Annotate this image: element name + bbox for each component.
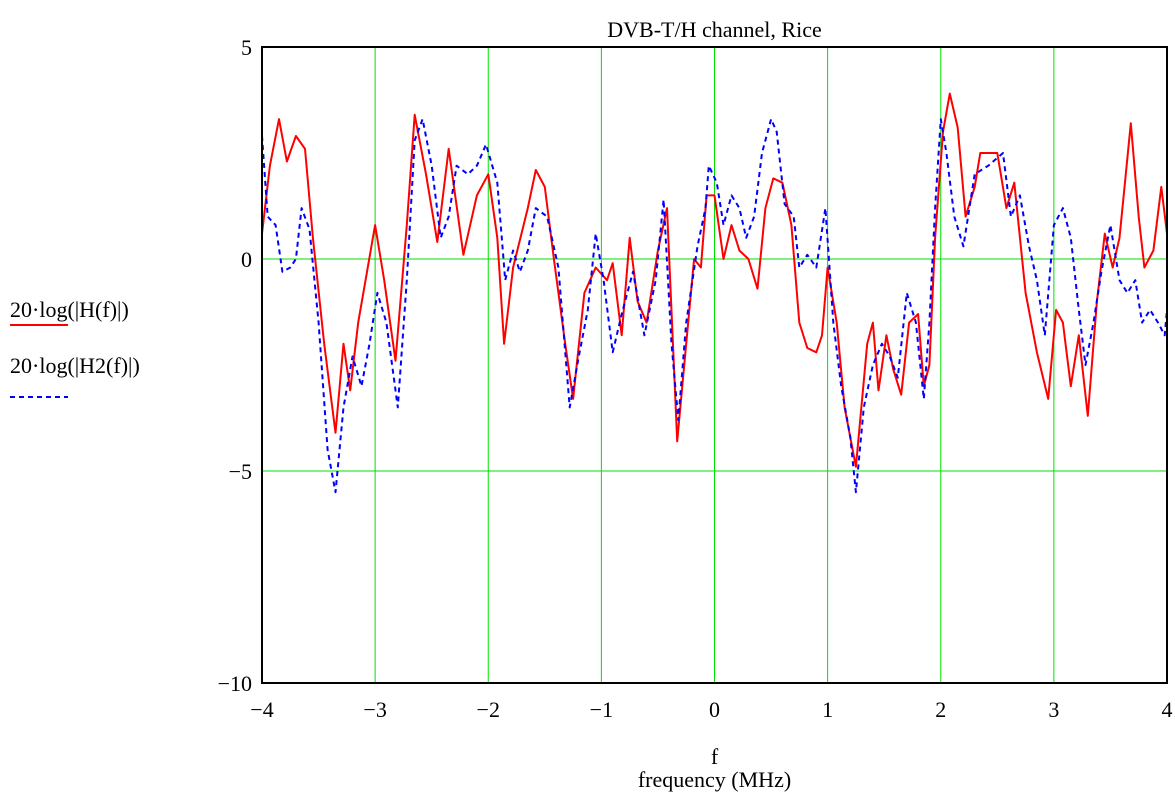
legend-label-series-1: 20·log(|H(f)|) — [10, 297, 129, 322]
x-tick-label: 3 — [1048, 697, 1059, 722]
x-axis-label: f — [711, 744, 719, 769]
series-layer — [261, 92, 1168, 494]
series-line-2 — [261, 118, 1168, 494]
legend: 20·log(|H(f)|) 20·log(|H2(f)|) — [10, 297, 140, 398]
x-tick-label: −1 — [590, 697, 613, 722]
x-tick-label: 1 — [822, 697, 833, 722]
plot-frame — [261, 46, 1168, 684]
x-tick-label: −2 — [477, 697, 500, 722]
y-tick-labels: −10 −5 0 5 — [218, 35, 252, 696]
legend-label-series-2: 20·log(|H2(f)|) — [10, 353, 140, 378]
x-tick-labels: −4 −3 −2 −1 0 1 2 3 4 — [250, 697, 1172, 722]
y-tick-label: −5 — [229, 459, 252, 484]
y-tick-label: −10 — [218, 671, 252, 696]
y-tick-label: 5 — [241, 35, 252, 60]
x-tick-label: −3 — [363, 697, 386, 722]
x-axis-label-units: frequency (MHz) — [638, 767, 791, 792]
x-tick-label: 4 — [1162, 697, 1173, 722]
x-tick-label: −4 — [250, 697, 273, 722]
x-tick-label: 2 — [935, 697, 946, 722]
x-tick-label: 0 — [709, 697, 720, 722]
grid-lines — [262, 47, 1167, 683]
series-line-1 — [261, 92, 1168, 468]
chart-title: DVB-T/H channel, Rice — [607, 17, 821, 42]
y-tick-label: 0 — [241, 247, 252, 272]
